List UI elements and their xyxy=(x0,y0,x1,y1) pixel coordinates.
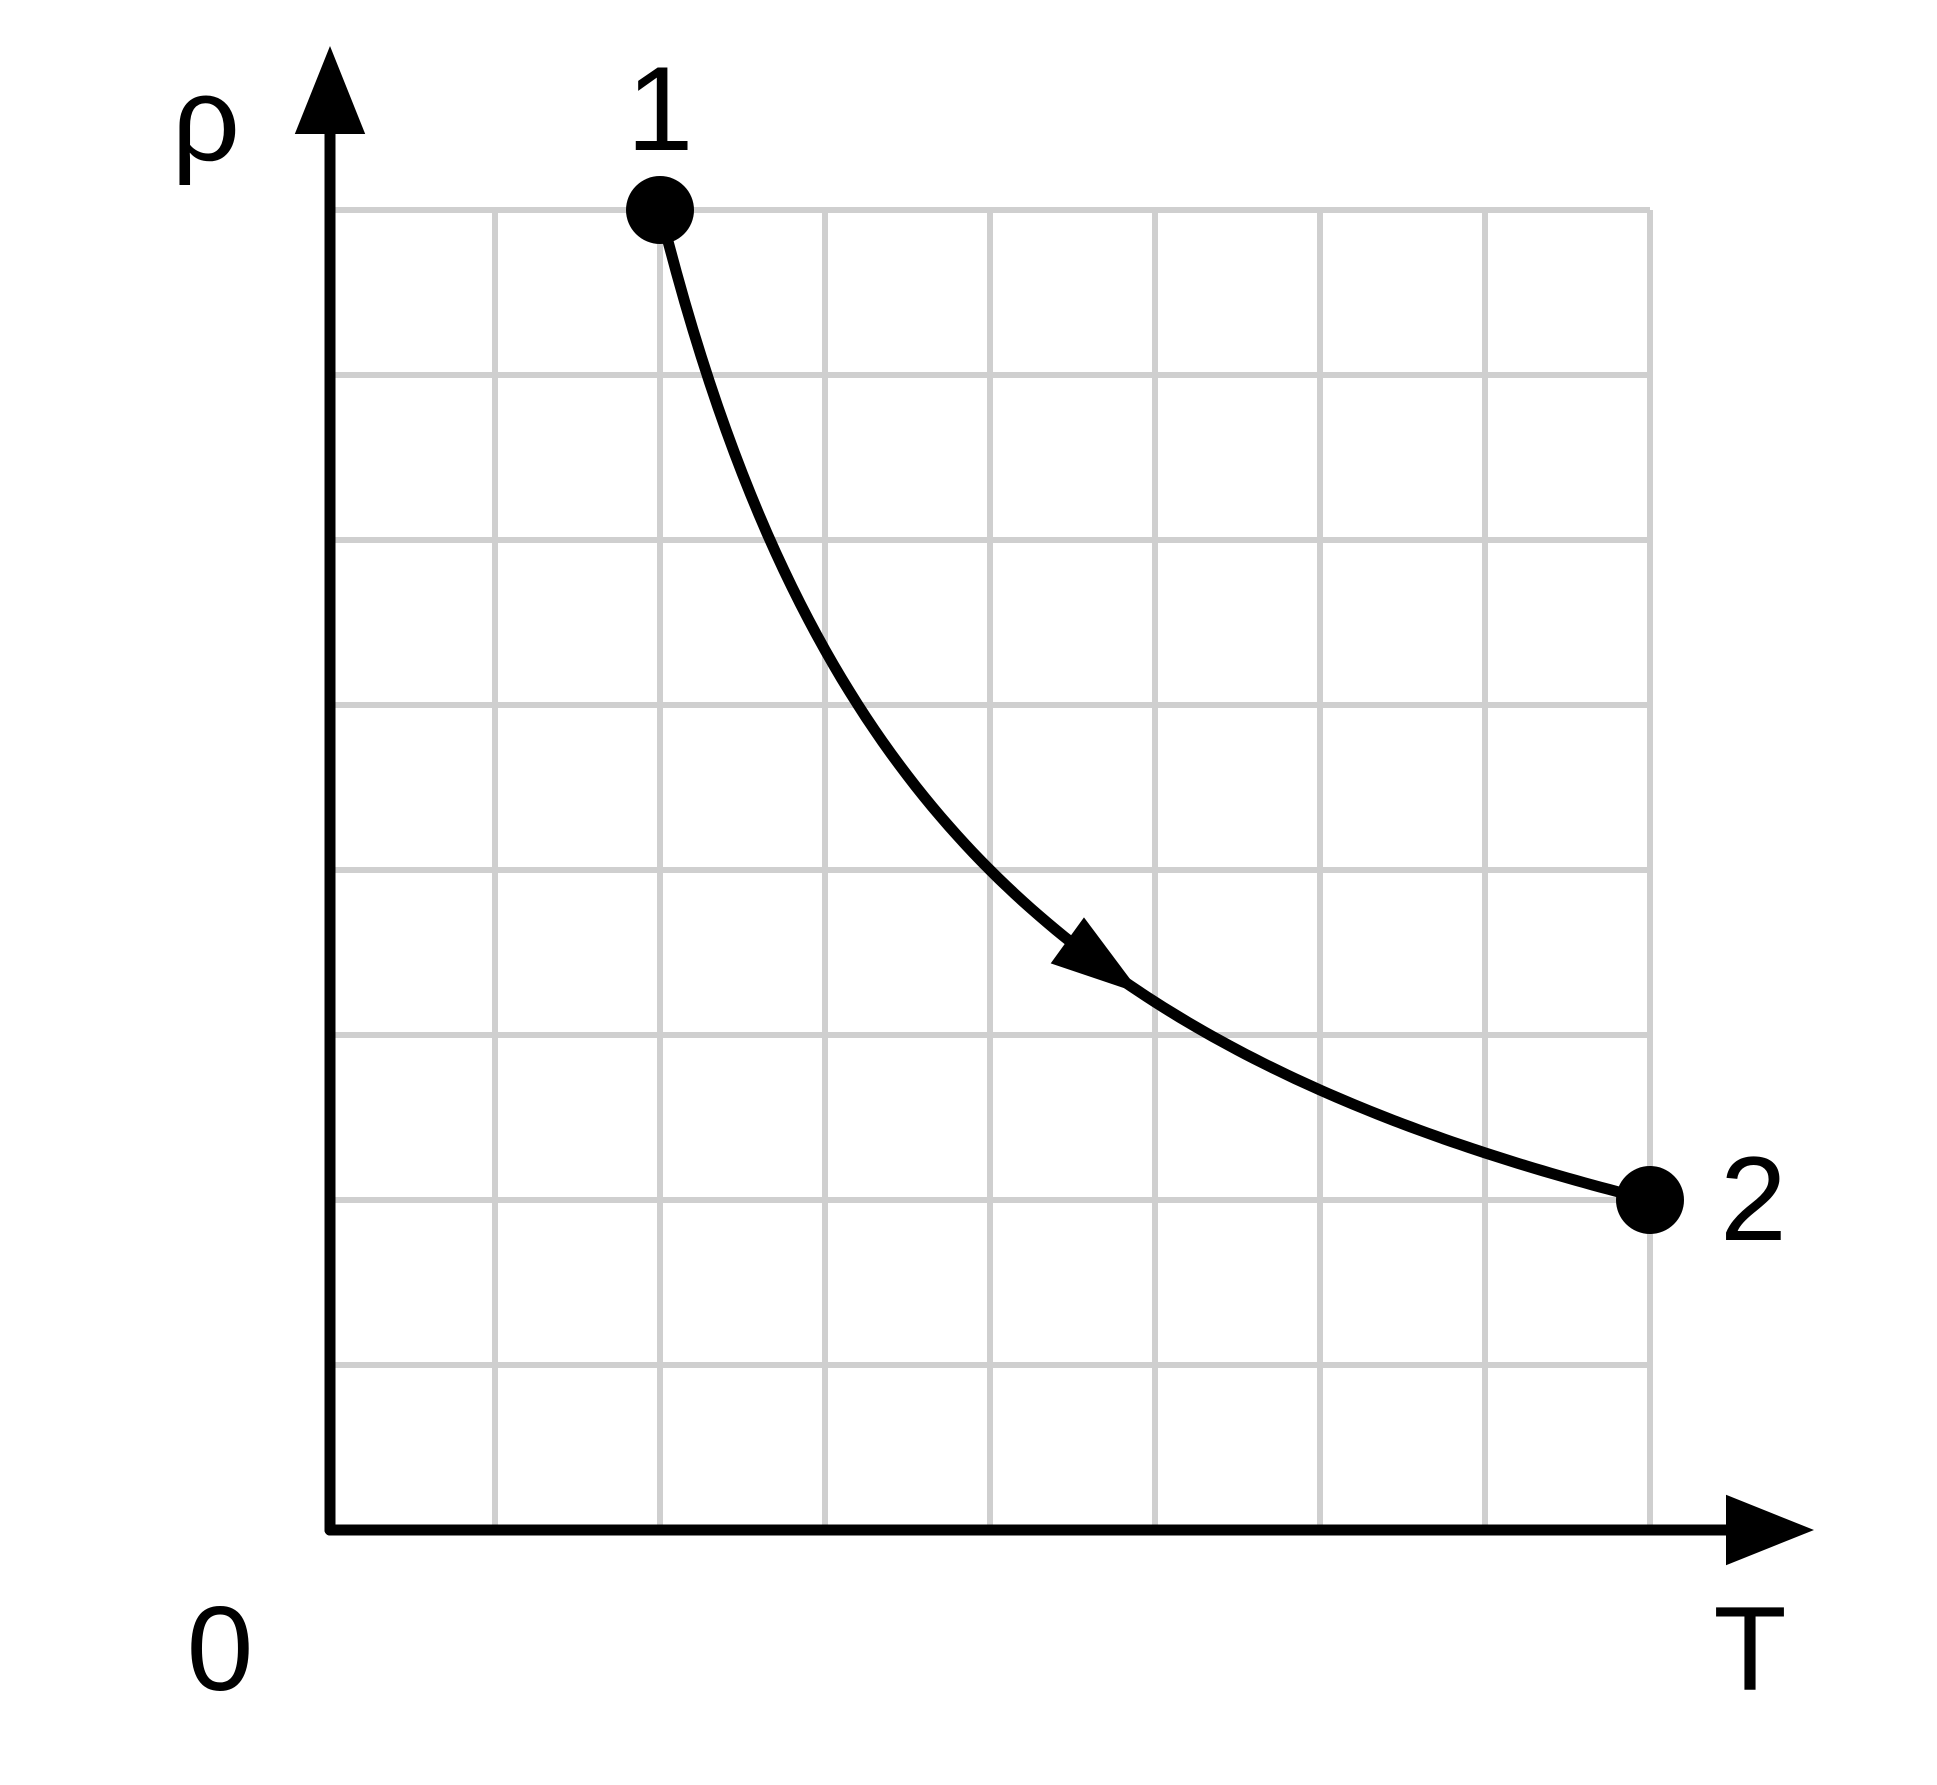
chart-svg: ρ T 0 1 2 xyxy=(0,0,1937,1785)
chart-bg xyxy=(0,0,1937,1785)
point-p1 xyxy=(626,176,694,244)
point-label-p1: 1 xyxy=(627,42,694,176)
point-label-p2: 2 xyxy=(1720,1132,1787,1266)
y-axis-label: ρ xyxy=(172,52,240,186)
origin-label: 0 xyxy=(187,1582,254,1716)
x-axis-label: T xyxy=(1713,1582,1786,1716)
point-p2 xyxy=(1616,1166,1684,1234)
density-temperature-chart: ρ T 0 1 2 xyxy=(0,0,1937,1785)
